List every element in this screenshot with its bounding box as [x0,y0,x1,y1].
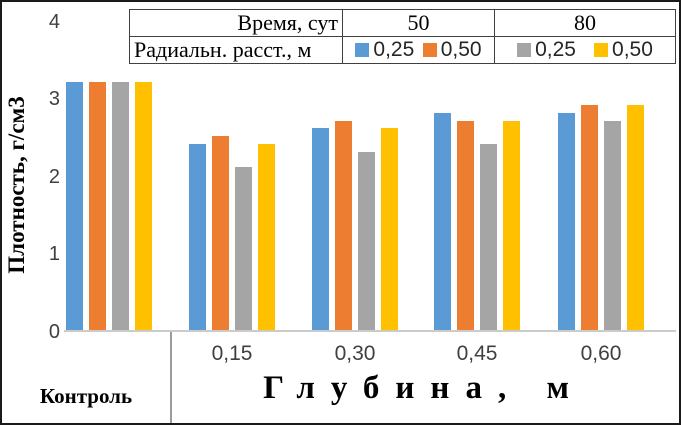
bar-group-060 [558,105,644,330]
bar-group-045 [434,113,520,330]
control-category-label: Контроль [39,384,133,408]
bar [503,121,520,330]
axis-section-divider [170,332,172,423]
legend-swatch-yellow [594,43,609,57]
x-tick-label: 0,60 [580,342,622,365]
legend-time-label: Время, сут [129,9,343,37]
y-tick-label: 1 [48,243,60,265]
bar [66,82,83,330]
y-tick-label: 3 [48,88,60,110]
x-axis-title: Глубина, м [263,370,585,406]
legend-entry-label: 0,50 [612,38,653,61]
legend-entry-orange: 0,50 [422,38,482,62]
legend-entry-label: 0,25 [535,38,576,61]
bar [89,82,106,330]
bar [581,105,598,330]
legend-time-value-80: 80 [494,9,676,37]
legend-swatch-blue [355,43,370,57]
bar [235,167,252,330]
plot-area [64,22,676,332]
x-tick-label: 0,15 [211,342,253,365]
bar-group-015 [189,136,275,330]
bar [627,105,644,330]
legend-table: Время, сут 50 80 Радиальн. расст., м 0,2… [129,9,676,64]
x-tick-label: 0,30 [334,342,376,365]
bar [457,121,474,330]
legend-entry-blue: 0,25 [355,38,414,62]
legend-time-value-50: 50 [342,9,495,37]
bar [312,128,329,330]
legend-entry-label: 0,50 [440,38,482,61]
legend-swatch-gray [517,43,532,57]
legend-table-row-distance: Радиальн. расст., м 0,25 0,50 [129,36,676,64]
legend-entry-gray: 0,25 [517,38,576,62]
legend-swatch-orange [422,43,437,57]
bar [381,128,398,330]
bar [335,121,352,330]
bar [558,113,575,330]
legend-entry-label: 0,25 [373,38,415,61]
bar [189,144,206,330]
bar-group-control [66,82,152,330]
bar [212,136,229,330]
bar [135,82,152,330]
bar [258,144,275,330]
legend-distance-label: Радиальн. расст., м [129,36,343,64]
bar [480,144,497,330]
bar [112,82,129,330]
y-tick-label: 2 [48,166,60,188]
y-tick-label: 0 [48,321,60,343]
y-tick-label: 4 [48,11,60,33]
bar [358,152,375,330]
bar [604,121,621,330]
legend-table-row-time: Время, сут 50 80 [129,9,676,37]
bar [434,113,451,330]
x-tick-label: 0,45 [456,342,498,365]
bar-group-030 [312,121,398,330]
legend-entry-yellow: 0,50 [594,38,653,62]
